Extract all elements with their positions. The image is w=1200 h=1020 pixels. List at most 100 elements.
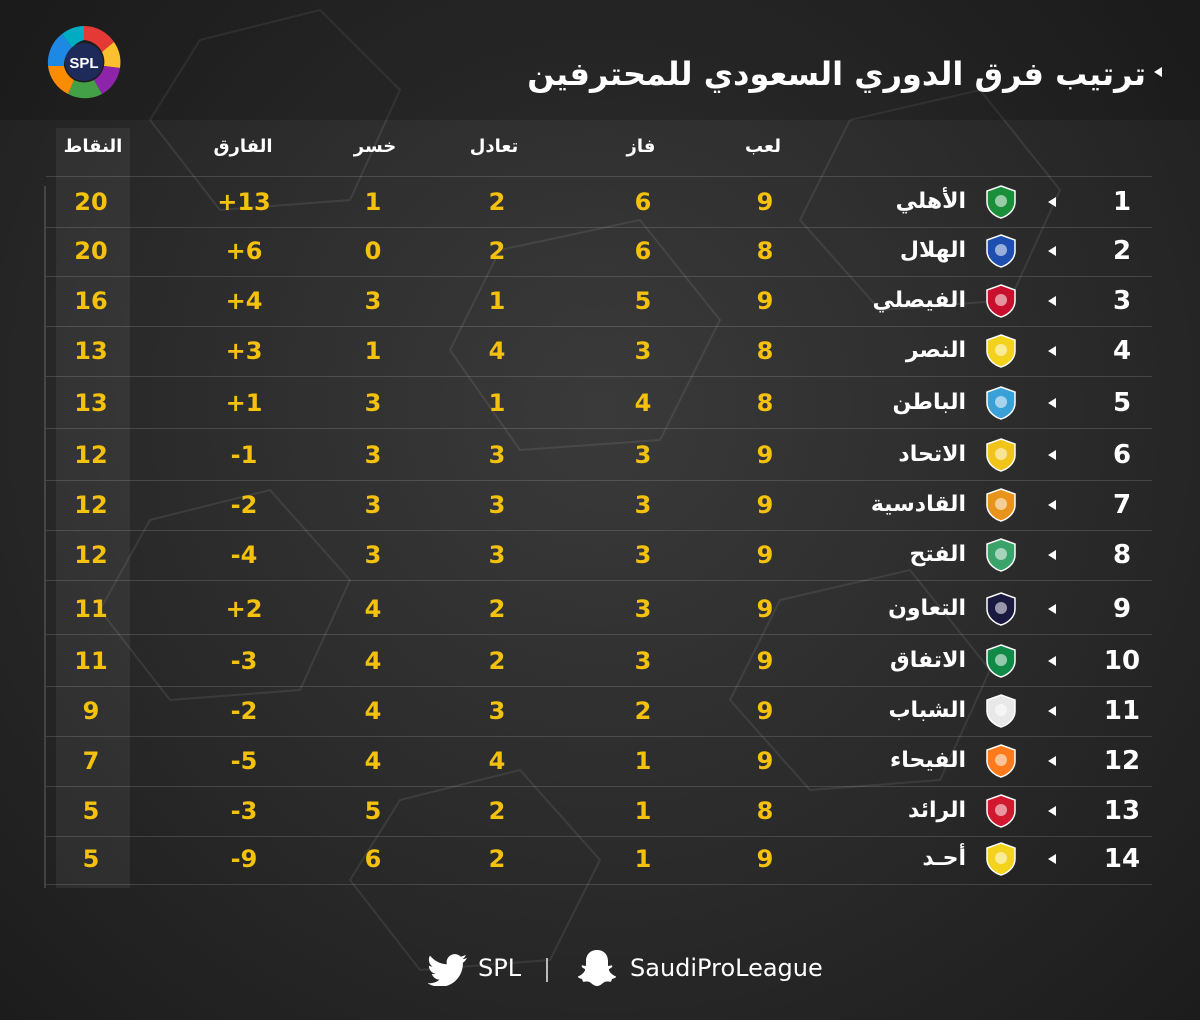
table-row: 12 الفيحاء 9 1 4 4 -5 7 (46, 736, 1152, 787)
row-arrow-icon (1048, 604, 1056, 614)
cell-won: 3 (634, 491, 652, 519)
cell-diff: -3 (230, 647, 258, 675)
snapchat-ghost-icon (577, 950, 617, 986)
cell-played: 9 (756, 595, 774, 623)
cell-points: 11 (74, 647, 108, 675)
team-crest-icon (986, 592, 1016, 626)
row-arrow-icon (1048, 296, 1056, 306)
cell-points: 13 (74, 337, 108, 365)
cell-drawn: 3 (488, 441, 506, 469)
cell-lost: 5 (364, 797, 382, 825)
cell-diff: +4 (225, 287, 263, 315)
cell-played: 9 (756, 697, 774, 725)
cell-lost: 4 (364, 595, 382, 623)
table-row: 9 التعاون 9 3 2 4 +2 11 (46, 584, 1152, 635)
cell-diff: -1 (230, 441, 258, 469)
cell-won: 4 (634, 389, 652, 417)
team-name: التعاون (888, 596, 966, 621)
cell-won: 2 (634, 697, 652, 725)
cell-lost: 3 (364, 491, 382, 519)
cell-points: 13 (74, 389, 108, 417)
cell-played: 8 (756, 337, 774, 365)
cell-points: 5 (82, 845, 100, 873)
team-crest-icon (986, 334, 1016, 368)
row-arrow-icon (1048, 197, 1056, 207)
cell-points: 12 (74, 441, 108, 469)
cell-diff: -2 (230, 491, 258, 519)
team-name: النصر (905, 338, 966, 363)
rank-number: 9 (1112, 594, 1132, 624)
page-title: ترتيب فرق الدوري السعودي للمحترفين (527, 55, 1146, 93)
team-name: الباطن (892, 390, 966, 415)
twitter-handle[interactable]: SPL (478, 954, 522, 982)
row-arrow-icon (1048, 398, 1056, 408)
row-arrow-icon (1048, 450, 1056, 460)
team-crest-icon (986, 744, 1016, 778)
team-crest-icon (986, 284, 1016, 318)
cell-points: 11 (74, 595, 108, 623)
cell-won: 5 (634, 287, 652, 315)
team-name: الرائد (908, 798, 966, 823)
cell-drawn: 1 (488, 287, 506, 315)
cell-lost: 3 (364, 389, 382, 417)
team-crest-icon (986, 438, 1016, 472)
cell-drawn: 2 (488, 647, 506, 675)
twitter-bird-icon (428, 954, 467, 986)
rank-number: 1 (1112, 187, 1132, 217)
cell-lost: 6 (364, 845, 382, 873)
cell-won: 3 (634, 441, 652, 469)
team-name: الشباب (888, 698, 966, 723)
cell-played: 8 (756, 389, 774, 417)
cell-drawn: 2 (488, 845, 506, 873)
cell-drawn: 2 (488, 188, 506, 216)
table-row: 5 الباطن 8 4 1 3 +1 13 (46, 378, 1152, 429)
rank-number: 8 (1112, 540, 1132, 570)
cell-diff: +13 (217, 188, 271, 216)
cell-played: 9 (756, 188, 774, 216)
cell-won: 3 (634, 595, 652, 623)
cell-points: 7 (82, 747, 100, 775)
row-arrow-icon (1048, 656, 1056, 666)
team-crest-icon (986, 538, 1016, 572)
snapchat-handle[interactable]: SaudiProLeague (630, 954, 823, 982)
cell-diff: +6 (225, 237, 263, 265)
cell-played: 9 (756, 491, 774, 519)
table-row: 7 القادسية 9 3 3 3 -2 12 (46, 480, 1152, 531)
cell-drawn: 4 (488, 747, 506, 775)
cell-lost: 0 (364, 237, 382, 265)
cell-drawn: 4 (488, 337, 506, 365)
cell-played: 8 (756, 797, 774, 825)
cell-diff: -9 (230, 845, 258, 873)
col-head-played: لعب (745, 136, 781, 157)
table-row: 11 الشباب 9 2 3 4 -2 9 (46, 686, 1152, 737)
points-column-highlight (56, 128, 130, 888)
footer: SPL SaudiProLeague (0, 948, 1200, 992)
rank-number: 2 (1112, 236, 1132, 266)
rank-number: 13 (1103, 796, 1141, 826)
row-arrow-icon (1048, 346, 1056, 356)
team-name: الهلال (899, 238, 966, 263)
table-row: 6 الاتحاد 9 3 3 3 -1 12 (46, 430, 1152, 481)
table-row: 4 النصر 8 3 4 1 +3 13 (46, 326, 1152, 377)
cell-diff: -2 (230, 697, 258, 725)
cell-won: 6 (634, 188, 652, 216)
team-crest-icon (986, 488, 1016, 522)
team-crest-icon (986, 185, 1016, 219)
cell-points: 9 (82, 697, 100, 725)
cell-played: 9 (756, 541, 774, 569)
table-row: 2 الهلال 8 6 2 0 +6 20 (46, 226, 1152, 277)
rank-number: 3 (1112, 286, 1132, 316)
team-crest-icon (986, 794, 1016, 828)
cell-points: 16 (74, 287, 108, 315)
cell-lost: 4 (364, 697, 382, 725)
team-name: الفيحاء (890, 748, 966, 773)
rank-number: 5 (1112, 388, 1132, 418)
row-arrow-icon (1048, 706, 1056, 716)
table-row: 3 الفيصلي 9 5 1 3 +4 16 (46, 276, 1152, 327)
cell-points: 12 (74, 491, 108, 519)
cell-diff: +3 (225, 337, 263, 365)
spl-logo: SPL (47, 25, 121, 99)
team-crest-icon (986, 694, 1016, 728)
header-bar (0, 0, 1200, 120)
cell-drawn: 3 (488, 491, 506, 519)
